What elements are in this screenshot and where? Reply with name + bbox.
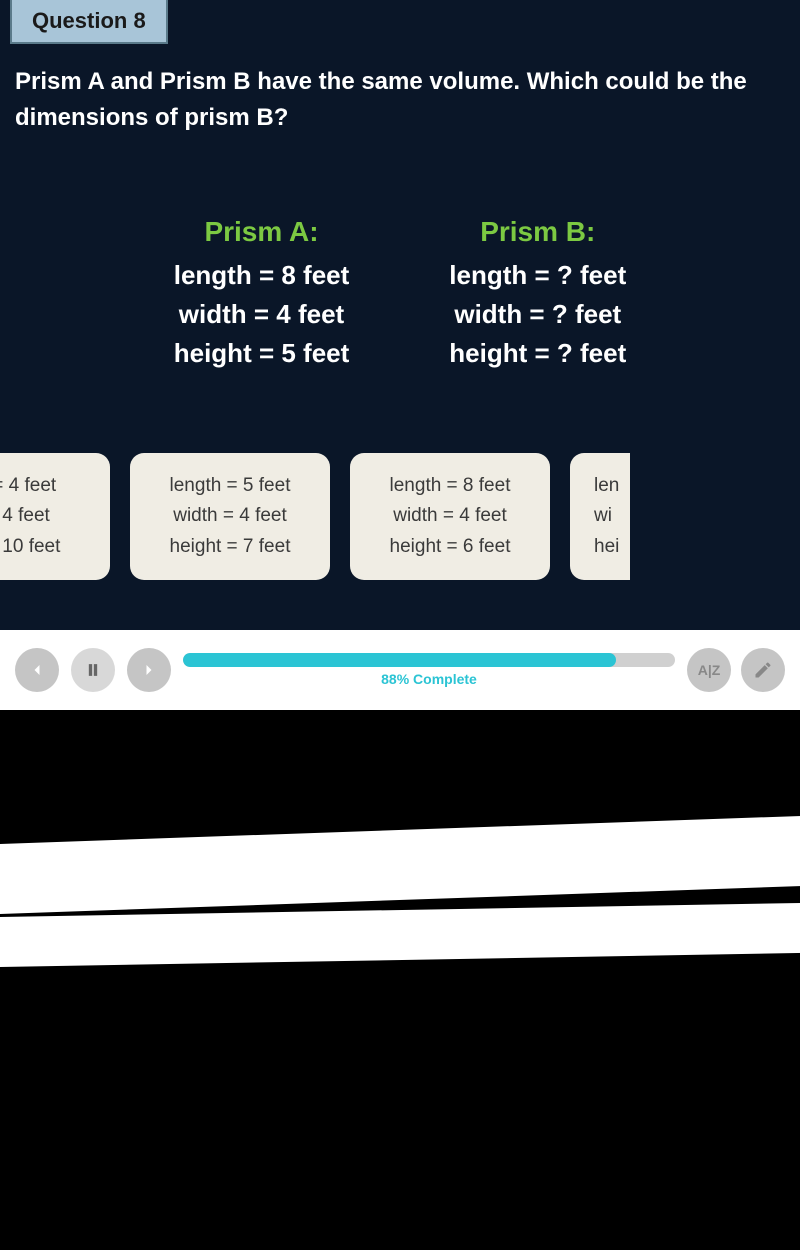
screen-glare [0, 813, 800, 916]
glossary-button[interactable]: A|Z [687, 648, 731, 692]
answer-width: width = 4 feet [154, 501, 306, 531]
progress-fill [183, 653, 616, 667]
prism-a-title: Prism A: [174, 216, 350, 248]
prism-a-block: Prism A: length = 8 feet width = 4 feet … [174, 216, 350, 373]
answer-height: ight = 10 feet [0, 532, 86, 562]
arrow-left-icon [27, 660, 47, 680]
prism-a-length: length = 8 feet [174, 256, 350, 295]
quiz-area: Question 8 Prism A and Prism B have the … [0, 0, 800, 630]
prism-b-height: height = ? feet [449, 334, 626, 373]
edit-button[interactable] [741, 648, 785, 692]
glossary-icon: A|Z [698, 662, 721, 678]
answer-width: idth = 4 feet [0, 501, 86, 531]
prism-a-height: height = 5 feet [174, 334, 350, 373]
screen-glare [0, 902, 800, 969]
forward-button[interactable] [127, 648, 171, 692]
answer-length: length = 5 feet [154, 471, 306, 501]
answer-length: length = 8 feet [374, 471, 526, 501]
answers-row: ngth = 4 feet idth = 4 feet ight = 10 fe… [0, 453, 800, 610]
pencil-icon [753, 660, 773, 680]
answer-width: wi [594, 501, 630, 531]
progress-wrapper: 88% Complete [183, 653, 675, 687]
answer-length: len [594, 471, 630, 501]
answer-height: hei [594, 532, 630, 562]
prism-b-block: Prism B: length = ? feet width = ? feet … [449, 216, 626, 373]
answer-option-3[interactable]: length = 8 feet width = 4 feet height = … [350, 453, 550, 580]
answer-option-1[interactable]: ngth = 4 feet idth = 4 feet ight = 10 fe… [0, 453, 110, 580]
answer-length: ngth = 4 feet [0, 471, 86, 501]
answer-height: height = 7 feet [154, 532, 306, 562]
pause-button[interactable] [71, 648, 115, 692]
arrow-right-icon [139, 660, 159, 680]
toolbar-right: A|Z [687, 648, 785, 692]
answer-width: width = 4 feet [374, 501, 526, 531]
prism-b-width: width = ? feet [449, 295, 626, 334]
prisms-container: Prism A: length = 8 feet width = 4 feet … [0, 156, 800, 453]
pause-icon [83, 660, 103, 680]
question-text: Prism A and Prism B have the same volume… [0, 44, 800, 156]
dark-region [0, 970, 800, 1250]
question-tab: Question 8 [10, 0, 168, 44]
prism-a-width: width = 4 feet [174, 295, 350, 334]
progress-track [183, 653, 675, 667]
answer-option-2[interactable]: length = 5 feet width = 4 feet height = … [130, 453, 330, 580]
progress-bar-area: 88% Complete A|Z [0, 630, 800, 710]
prism-b-length: length = ? feet [449, 256, 626, 295]
progress-label: 88% Complete [381, 671, 477, 687]
answer-option-4[interactable]: len wi hei [570, 453, 630, 580]
prism-b-title: Prism B: [449, 216, 626, 248]
question-number-label: Question 8 [32, 8, 146, 33]
answer-height: height = 6 feet [374, 532, 526, 562]
back-button[interactable] [15, 648, 59, 692]
